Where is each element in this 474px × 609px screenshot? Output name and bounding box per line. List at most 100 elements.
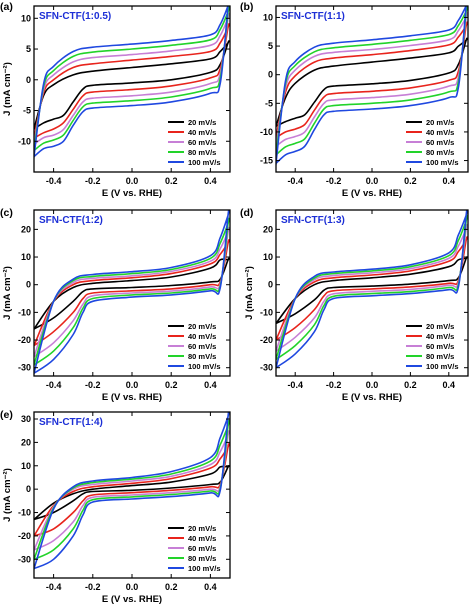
x-tick-label: -0.4	[46, 380, 62, 390]
y-axis-label: J (mA cm⁻²)	[2, 62, 13, 116]
cv-curve-40mvs	[34, 23, 230, 142]
y-tick-label: 0	[26, 75, 31, 85]
panel-label: (d)	[240, 207, 253, 219]
x-tick-label: 0.4	[204, 176, 217, 186]
y-tick-label: -30	[18, 554, 31, 564]
y-tick-label: -10	[18, 307, 31, 317]
y-tick-label: 5	[26, 44, 31, 54]
x-tick-label: 0.4	[204, 380, 217, 390]
x-tick-label: -0.2	[85, 582, 101, 592]
y-tick-label: -20	[18, 531, 31, 541]
panel-title: SFN-CTF(1:0.5)	[39, 11, 111, 22]
y-tick-label: -10	[260, 307, 273, 317]
cv-curve-20mvs	[34, 40, 230, 132]
legend-label: 60 mV/s	[188, 138, 216, 147]
legend-label: 80 mV/s	[426, 352, 454, 361]
cv-panel-2: -0.4 -0.2 0.0 0.2 0.4 -15 -10 -5 0 5 10 E (V vs. RH…	[240, 1, 469, 199]
legend-label: 60 mV/s	[426, 342, 454, 351]
y-tick-label: 10	[21, 13, 31, 23]
y-tick-label: 10	[21, 252, 31, 262]
y-tick-label: 20	[21, 437, 31, 447]
x-tick-label: 0.0	[126, 176, 139, 186]
y-tick-label: -20	[18, 335, 31, 345]
legend-label: 60 mV/s	[426, 138, 454, 147]
y-tick-label: -5	[23, 106, 31, 116]
legend-label: 80 mV/s	[426, 148, 454, 157]
x-tick-label: 0.2	[165, 176, 178, 186]
y-tick-label: -20	[260, 335, 273, 345]
legend-label: 100 mV/s	[426, 362, 459, 371]
legend-label: 20 mV/s	[188, 524, 216, 533]
panel-title: SFN-CTF(1:3)	[281, 215, 345, 226]
y-tick-label: 20	[263, 224, 273, 234]
cv-panel-5: -0.4 -0.2 0.0 0.2 0.4 -30 -20 -10 0 10 20 30 E (V vs…	[0, 409, 231, 605]
y-axis-label: J (mA cm⁻²)	[244, 266, 255, 320]
x-tick-label: 0.0	[366, 176, 379, 186]
x-tick-label: 0.0	[126, 380, 139, 390]
cv-curve-100mvs	[34, 412, 230, 571]
legend-label: 80 mV/s	[188, 554, 216, 563]
x-tick-label: 0.2	[165, 582, 178, 592]
cv-curve-80mvs	[34, 419, 230, 562]
panel-label: (a)	[0, 1, 13, 13]
cv-curve-100mvs	[276, 6, 467, 169]
x-tick-label: 0.4	[204, 582, 217, 592]
y-tick-label: -30	[260, 363, 273, 373]
legend-label: 40 mV/s	[188, 332, 216, 341]
x-axis-label: E (V vs. RHE)	[342, 188, 402, 199]
x-tick-label: -0.4	[287, 176, 303, 186]
panel-title: SFN-CTF(1:1)	[281, 11, 345, 22]
x-tick-label: -0.2	[326, 176, 342, 186]
y-tick-label: 10	[21, 461, 31, 471]
y-tick-label: -5	[265, 98, 273, 108]
legend-label: 20 mV/s	[426, 118, 454, 127]
cv-curve-40mvs	[34, 239, 230, 348]
x-tick-label: 0.2	[404, 176, 417, 186]
x-tick-label: 0.0	[366, 380, 379, 390]
cv-curve-60mvs	[34, 430, 230, 552]
y-tick-label: 0	[26, 280, 31, 290]
x-tick-label: 0.4	[443, 380, 456, 390]
x-tick-label: -0.4	[46, 176, 62, 186]
y-axis-label: J (mA cm⁻²)	[2, 468, 13, 522]
legend-label: 80 mV/s	[188, 352, 216, 361]
panel-title: SFN-CTF(1:2)	[39, 215, 103, 226]
y-tick-label: 0	[26, 484, 31, 494]
x-tick-label: 0.4	[443, 176, 456, 186]
legend-label: 100 mV/s	[188, 362, 221, 371]
y-tick-label: 5	[268, 41, 273, 51]
x-axis-label: E (V vs. RHE)	[342, 392, 402, 403]
x-tick-label: -0.2	[326, 380, 342, 390]
cv-panel-1: -0.4 -0.2 0.0 0.2 0.4 -10 -5 0 5 10 E (V vs. RHE) J…	[0, 1, 231, 199]
cv-curve-40mvs	[276, 236, 468, 342]
panel-label: (e)	[0, 409, 13, 421]
x-axis-label: E (V vs. RHE)	[102, 594, 162, 605]
cv-curve-100mvs	[34, 6, 229, 162]
panel-label: (c)	[0, 207, 13, 219]
y-tick-label: 30	[21, 414, 31, 424]
y-tick-label: 0	[268, 280, 273, 290]
x-tick-label: -0.2	[85, 176, 101, 186]
y-tick-label: -10	[18, 508, 31, 518]
legend-label: 20 mV/s	[426, 322, 454, 331]
x-axis-label: E (V vs. RHE)	[102, 392, 162, 403]
legend-label: 40 mV/s	[426, 332, 454, 341]
y-axis-label: J (mA cm⁻²)	[2, 266, 13, 320]
cv-curves	[34, 210, 230, 376]
y-tick-label: 10	[263, 12, 273, 22]
panel-label: (b)	[240, 1, 253, 13]
x-tick-label: 0.2	[404, 380, 417, 390]
y-tick-label: -10	[18, 136, 31, 146]
cv-panel-4: -0.4 -0.2 0.0 0.2 0.4 -30 -20 -10 0 10 20 E (V vs. …	[240, 207, 469, 403]
x-tick-label: 0.0	[126, 582, 139, 592]
legend-label: 40 mV/s	[188, 128, 216, 137]
cv-curve-40mvs	[276, 21, 468, 141]
legend-label: 60 mV/s	[188, 342, 216, 351]
cv-curve-20mvs	[276, 37, 468, 129]
x-axis-label: E (V vs. RHE)	[102, 188, 162, 199]
y-tick-label: -10	[260, 127, 273, 137]
y-tick-label: -15	[260, 156, 273, 166]
y-tick-label: -30	[18, 363, 31, 373]
y-tick-label: 0	[268, 70, 273, 80]
cv-curve-40mvs	[34, 443, 230, 538]
